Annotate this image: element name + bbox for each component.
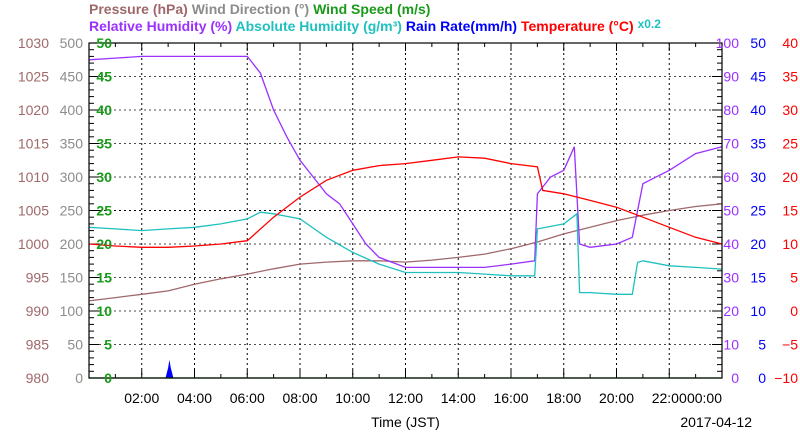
y-tick-label-rain: 45 — [750, 69, 766, 85]
legend-entry: Relative Humidity (%) — [89, 18, 236, 34]
y-tick-label-wind_direction: 300 — [60, 169, 84, 185]
y-tick-label-wind_speed: 10 — [96, 303, 112, 319]
y-tick-label-pressure: 1020 — [18, 102, 49, 118]
y-tick-label-humidity: 30 — [723, 270, 739, 286]
y-tick-label-rain: 20 — [750, 236, 766, 252]
x-tick-label: 00:00 — [687, 390, 722, 406]
date-label: 2017-04-12 — [680, 414, 752, 430]
y-tick-label-temperature: 40 — [782, 35, 798, 51]
y-tick-label-wind_speed: 45 — [96, 69, 112, 85]
y-tick-label-pressure: 980 — [26, 370, 50, 386]
y-tick-label-temperature: 15 — [782, 203, 798, 219]
y-tick-label-wind_direction: 400 — [60, 102, 84, 118]
x-tick-label: 06:00 — [230, 390, 265, 406]
legend-entry: Pressure (hPa) — [89, 1, 192, 17]
y-tick-label-wind_direction: 50 — [67, 337, 83, 353]
y-tick-label-temperature: 20 — [782, 169, 798, 185]
y-tick-label-rain: 50 — [750, 35, 766, 51]
x-tick-label: 22:00 — [652, 390, 687, 406]
y-tick-label-pressure: 1025 — [18, 69, 49, 85]
y-tick-label-humidity: 10 — [723, 337, 739, 353]
y-tick-label-rain: 30 — [750, 169, 766, 185]
y-tick-label-humidity: 40 — [723, 236, 739, 252]
x-tick-label: 20:00 — [599, 390, 634, 406]
x-tick-label: 16:00 — [493, 390, 528, 406]
y-tick-label-humidity: 80 — [723, 102, 739, 118]
x-tick-label: 02:00 — [124, 390, 159, 406]
y-tick-label-wind_direction: 100 — [60, 303, 84, 319]
y-tick-label-humidity: 60 — [723, 169, 739, 185]
y-tick-label-wind_speed: 25 — [96, 203, 112, 219]
series-relative-humidity — [88, 55, 723, 269]
y-tick-label-wind_speed: 5 — [104, 337, 112, 353]
y-tick-label-wind_speed: 0 — [104, 370, 112, 386]
chart-title-line: Pressure (hPa) Wind Direction (°) Wind S… — [89, 1, 430, 17]
y-tick-label-temperature: 30 — [782, 102, 798, 118]
x-tick-label: 10:00 — [335, 390, 370, 406]
y-tick-label-wind_direction: 500 — [60, 35, 84, 51]
legend-entry: Rain Rate(mm/h) — [406, 18, 521, 34]
legend-entry: Wind Speed (m/s) — [313, 1, 430, 17]
plot-frame — [88, 42, 723, 379]
x-tick-label: 18:00 — [546, 390, 581, 406]
y-tick-label-wind_direction: 350 — [60, 136, 84, 152]
y-tick-label-temperature: 10 — [782, 236, 798, 252]
y-tick-label-wind_speed: 40 — [96, 102, 112, 118]
series-rain-rate — [165, 359, 174, 378]
y-tick-label-temperature: −10 — [774, 370, 798, 386]
y-tick-label-rain: 40 — [750, 102, 766, 118]
x-tick-label: 08:00 — [282, 390, 317, 406]
series-absolute-humidity-g-m — [88, 211, 723, 295]
y-tick-label-rain: 10 — [750, 303, 766, 319]
y-tick-label-rain: 0 — [758, 370, 766, 386]
y-tick-label-temperature: 35 — [782, 69, 798, 85]
y-tick-label-wind_speed: 35 — [96, 136, 112, 152]
y-tick-label-humidity: 90 — [723, 69, 739, 85]
y-tick-label-wind_direction: 150 — [60, 270, 84, 286]
y-tick-label-humidity: 100 — [716, 35, 740, 51]
legend-entry: x0.2 — [638, 17, 662, 31]
y-tick-label-rain: 25 — [750, 203, 766, 219]
y-tick-label-rain: 15 — [750, 270, 766, 286]
y-tick-label-wind_speed: 50 — [96, 35, 112, 51]
y-tick-label-pressure: 1010 — [18, 169, 49, 185]
y-tick-label-pressure: 1030 — [18, 35, 49, 51]
x-tick-label: 04:00 — [177, 390, 212, 406]
y-tick-label-pressure: 995 — [26, 270, 50, 286]
y-tick-label-pressure: 985 — [26, 337, 50, 353]
x-tick-label: 14:00 — [441, 390, 476, 406]
y-tick-label-humidity: 0 — [731, 370, 739, 386]
y-tick-label-wind_speed: 15 — [96, 270, 112, 286]
legend-entry: Wind Direction (°) — [192, 1, 313, 17]
legend-entry: Absolute Humidity (g/m³) — [236, 18, 406, 34]
y-tick-label-humidity: 70 — [723, 136, 739, 152]
y-tick-label-humidity: 50 — [723, 203, 739, 219]
y-tick-label-wind_speed: 30 — [96, 169, 112, 185]
y-tick-label-temperature: 0 — [790, 303, 798, 319]
x-axis-label: Time (JST) — [371, 414, 440, 430]
y-tick-label-wind_direction: 0 — [75, 370, 83, 386]
y-tick-label-rain: 5 — [758, 337, 766, 353]
chart-title-line: Relative Humidity (%) Absolute Humidity … — [89, 17, 661, 34]
series-pressure-hpa — [88, 203, 723, 302]
y-tick-label-wind_direction: 200 — [60, 236, 84, 252]
x-tick-label: 12:00 — [388, 390, 423, 406]
series-temperature-c — [88, 156, 723, 248]
y-tick-label-pressure: 1015 — [18, 136, 49, 152]
y-tick-label-pressure: 990 — [26, 303, 50, 319]
legend-entry: Temperature (°C) — [521, 18, 638, 34]
y-tick-label-temperature: 5 — [790, 270, 798, 286]
y-tick-label-pressure: 1005 — [18, 203, 49, 219]
y-tick-label-wind_direction: 250 — [60, 203, 84, 219]
y-tick-label-pressure: 1000 — [18, 236, 49, 252]
y-tick-label-temperature: 25 — [782, 136, 798, 152]
y-tick-label-wind_speed: 20 — [96, 236, 112, 252]
y-tick-label-humidity: 20 — [723, 303, 739, 319]
y-tick-label-wind_direction: 450 — [60, 69, 84, 85]
y-tick-label-temperature: −5 — [782, 337, 798, 353]
y-tick-label-rain: 35 — [750, 136, 766, 152]
